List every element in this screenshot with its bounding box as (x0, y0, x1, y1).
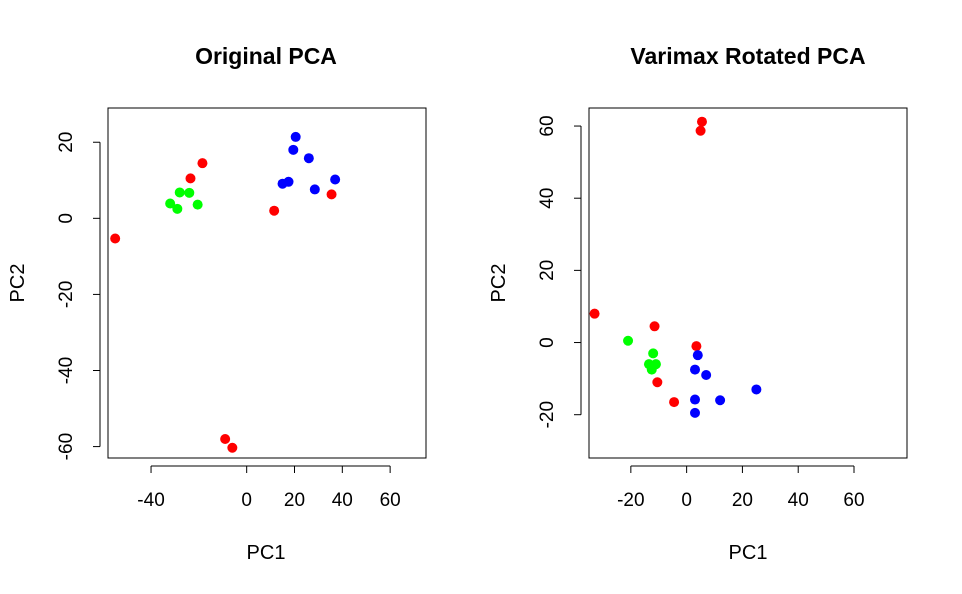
data-point (623, 335, 634, 346)
x-tick-label: -40 (137, 490, 164, 511)
data-point (690, 394, 700, 405)
data-point (326, 189, 337, 200)
x-tick-label: 20 (732, 490, 753, 511)
data-point (648, 348, 659, 359)
data-point (197, 158, 208, 169)
chart-original-pca: Original PCA PC1 PC2 -40 0 20 40 60 -60 -40 -2… (7, 43, 427, 564)
x-tick-label: 60 (380, 490, 401, 511)
x-ticks: -20 0 20 40 60 (617, 465, 865, 511)
data-point (110, 233, 121, 244)
data-point (330, 174, 341, 185)
plot-frame (588, 107, 908, 459)
chart-varimax-rotated-pca: Varimax Rotated PCA PC1 PC2 -20 0 20 40 60 -… (488, 43, 908, 564)
y-tick-label: -40 (56, 357, 77, 384)
data-point (715, 395, 726, 406)
data-point (172, 203, 183, 214)
data-point (165, 198, 176, 209)
data-point (192, 199, 203, 210)
x-axis-label: PC1 (247, 542, 286, 564)
data-point (691, 341, 702, 352)
x-tick-label: 40 (332, 490, 353, 511)
data-point (220, 433, 231, 444)
x-ticks: -40 0 20 40 60 (137, 465, 401, 511)
data-points (110, 131, 341, 453)
data-point (690, 407, 700, 418)
x-tick-label: 40 (788, 490, 809, 511)
chart-title: Original PCA (195, 43, 337, 69)
x-tick-label: 20 (284, 490, 305, 511)
data-point (184, 187, 195, 198)
y-tick-label: 0 (537, 337, 558, 348)
data-point (669, 397, 680, 408)
x-tick-label: 0 (241, 490, 252, 511)
data-point (646, 364, 657, 375)
data-point (185, 173, 196, 184)
data-point (227, 442, 238, 453)
data-points (589, 116, 762, 418)
data-point (290, 131, 301, 142)
x-tick-label: 60 (843, 490, 864, 511)
data-point (283, 176, 294, 187)
x-axis-label: PC1 (729, 542, 768, 564)
data-point (690, 364, 700, 375)
y-tick-label: -60 (56, 433, 77, 460)
y-ticks: -60 -40 -20 0 20 (56, 132, 101, 460)
data-point (652, 377, 663, 388)
x-tick-label: -20 (617, 490, 644, 511)
data-point (288, 144, 299, 155)
y-tick-label: -20 (56, 281, 77, 308)
x-tick-label: 0 (681, 490, 692, 511)
y-tick-label: 20 (56, 132, 77, 153)
data-point (751, 384, 762, 395)
y-tick-label: 60 (537, 115, 558, 136)
y-tick-label: 20 (537, 260, 558, 281)
data-point (695, 125, 706, 136)
data-point (309, 184, 320, 195)
data-point (696, 116, 707, 127)
y-tick-label: -20 (537, 401, 558, 428)
y-ticks: -20 0 20 40 60 (537, 115, 582, 428)
data-point (649, 321, 660, 332)
data-point (269, 205, 280, 216)
data-point (701, 370, 712, 381)
data-point (174, 187, 185, 198)
y-axis-label: PC2 (7, 264, 29, 303)
y-tick-label: 40 (537, 188, 558, 209)
y-axis-label: PC2 (488, 264, 510, 303)
data-point (692, 350, 703, 361)
plot-frame (107, 107, 427, 459)
chart-title: Varimax Rotated PCA (630, 43, 865, 69)
data-point (303, 153, 314, 164)
y-tick-label: 0 (56, 213, 77, 224)
data-point (589, 308, 600, 319)
